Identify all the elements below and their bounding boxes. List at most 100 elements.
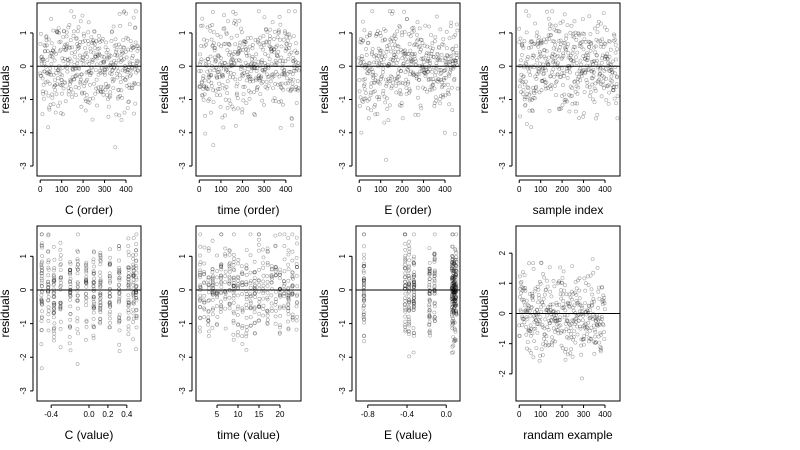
- data-point: [50, 95, 55, 100]
- data-point: [451, 277, 456, 282]
- data-point: [136, 59, 141, 64]
- data-point: [545, 61, 550, 66]
- data-point: [561, 40, 566, 45]
- data-point: [577, 44, 582, 49]
- data-point: [60, 65, 65, 70]
- data-point: [454, 285, 459, 290]
- data-point: [402, 286, 407, 291]
- data-point: [382, 62, 387, 67]
- data-point: [585, 309, 590, 314]
- data-point: [68, 290, 72, 295]
- data-point: [227, 281, 232, 286]
- data-point: [223, 326, 228, 331]
- data-point: [531, 266, 536, 271]
- data-point: [282, 244, 287, 248]
- data-point: [98, 316, 102, 321]
- data-point: [601, 65, 606, 70]
- data-point: [252, 282, 257, 287]
- data-point: [224, 68, 229, 73]
- data-point: [131, 272, 136, 277]
- data-point: [236, 278, 241, 283]
- data-point: [539, 79, 544, 83]
- data-point: [411, 260, 416, 265]
- data-point: [420, 63, 425, 68]
- data-point: [243, 60, 248, 65]
- data-point: [407, 250, 412, 255]
- data-point: [236, 330, 240, 335]
- data-point: [450, 275, 455, 280]
- data-point: [528, 97, 533, 101]
- data-point: [550, 302, 555, 307]
- data-point: [262, 103, 266, 107]
- data-point: [582, 111, 586, 116]
- data-point: [98, 255, 103, 260]
- data-point: [57, 49, 62, 54]
- data-point: [602, 41, 607, 46]
- data-point: [383, 54, 388, 59]
- data-point: [235, 81, 240, 86]
- data-point: [295, 50, 300, 55]
- data-point: [214, 65, 219, 70]
- data-point: [524, 315, 529, 320]
- data-point: [556, 331, 561, 336]
- data-point: [519, 90, 524, 95]
- data-point: [92, 270, 96, 275]
- data-point: [545, 86, 550, 90]
- data-point: [364, 47, 369, 51]
- data-point: [520, 316, 525, 321]
- data-point: [400, 33, 405, 38]
- data-point: [435, 78, 440, 83]
- data-point: [215, 76, 219, 80]
- data-point: [411, 304, 416, 309]
- data-point: [610, 83, 614, 88]
- data-point: [532, 88, 537, 93]
- data-point: [205, 38, 209, 43]
- data-point: [211, 274, 215, 279]
- data-point: [120, 52, 124, 56]
- data-point: [120, 68, 125, 73]
- data-point: [570, 93, 574, 98]
- data-point: [286, 308, 291, 313]
- data-point: [291, 59, 296, 64]
- data-point: [88, 83, 92, 87]
- data-point: [198, 297, 202, 302]
- data-point: [84, 278, 89, 283]
- data-point: [231, 252, 236, 257]
- data-point: [574, 316, 578, 321]
- data-point: [63, 42, 68, 47]
- data-point: [273, 314, 278, 319]
- data-point: [453, 58, 458, 63]
- data-point: [578, 326, 583, 331]
- data-point: [601, 45, 606, 49]
- data-point: [545, 284, 550, 289]
- data-point: [197, 62, 202, 67]
- data-point: [117, 271, 122, 276]
- data-point: [286, 252, 291, 257]
- data-point: [198, 260, 203, 265]
- data-point: [227, 248, 232, 253]
- data-point: [53, 83, 58, 88]
- data-point: [289, 87, 294, 92]
- data-point: [219, 264, 224, 269]
- data-point: [84, 265, 89, 270]
- y-axis-label: residuals: [0, 65, 12, 113]
- data-point: [282, 73, 287, 78]
- data-point: [543, 343, 548, 348]
- data-point: [368, 93, 373, 98]
- data-point: [411, 304, 416, 309]
- data-point: [121, 45, 126, 50]
- data-point: [574, 55, 578, 60]
- data-point: [384, 82, 389, 86]
- data-point: [244, 328, 249, 333]
- data-point: [606, 102, 611, 106]
- data-point: [219, 262, 224, 267]
- data-point: [452, 261, 457, 266]
- data-point: [526, 328, 531, 333]
- data-point: [361, 264, 366, 269]
- data-point: [252, 270, 257, 275]
- data-point: [454, 272, 459, 277]
- data-point: [541, 62, 546, 67]
- data-point: [204, 42, 208, 47]
- data-point: [91, 288, 96, 293]
- data-point: [594, 314, 599, 319]
